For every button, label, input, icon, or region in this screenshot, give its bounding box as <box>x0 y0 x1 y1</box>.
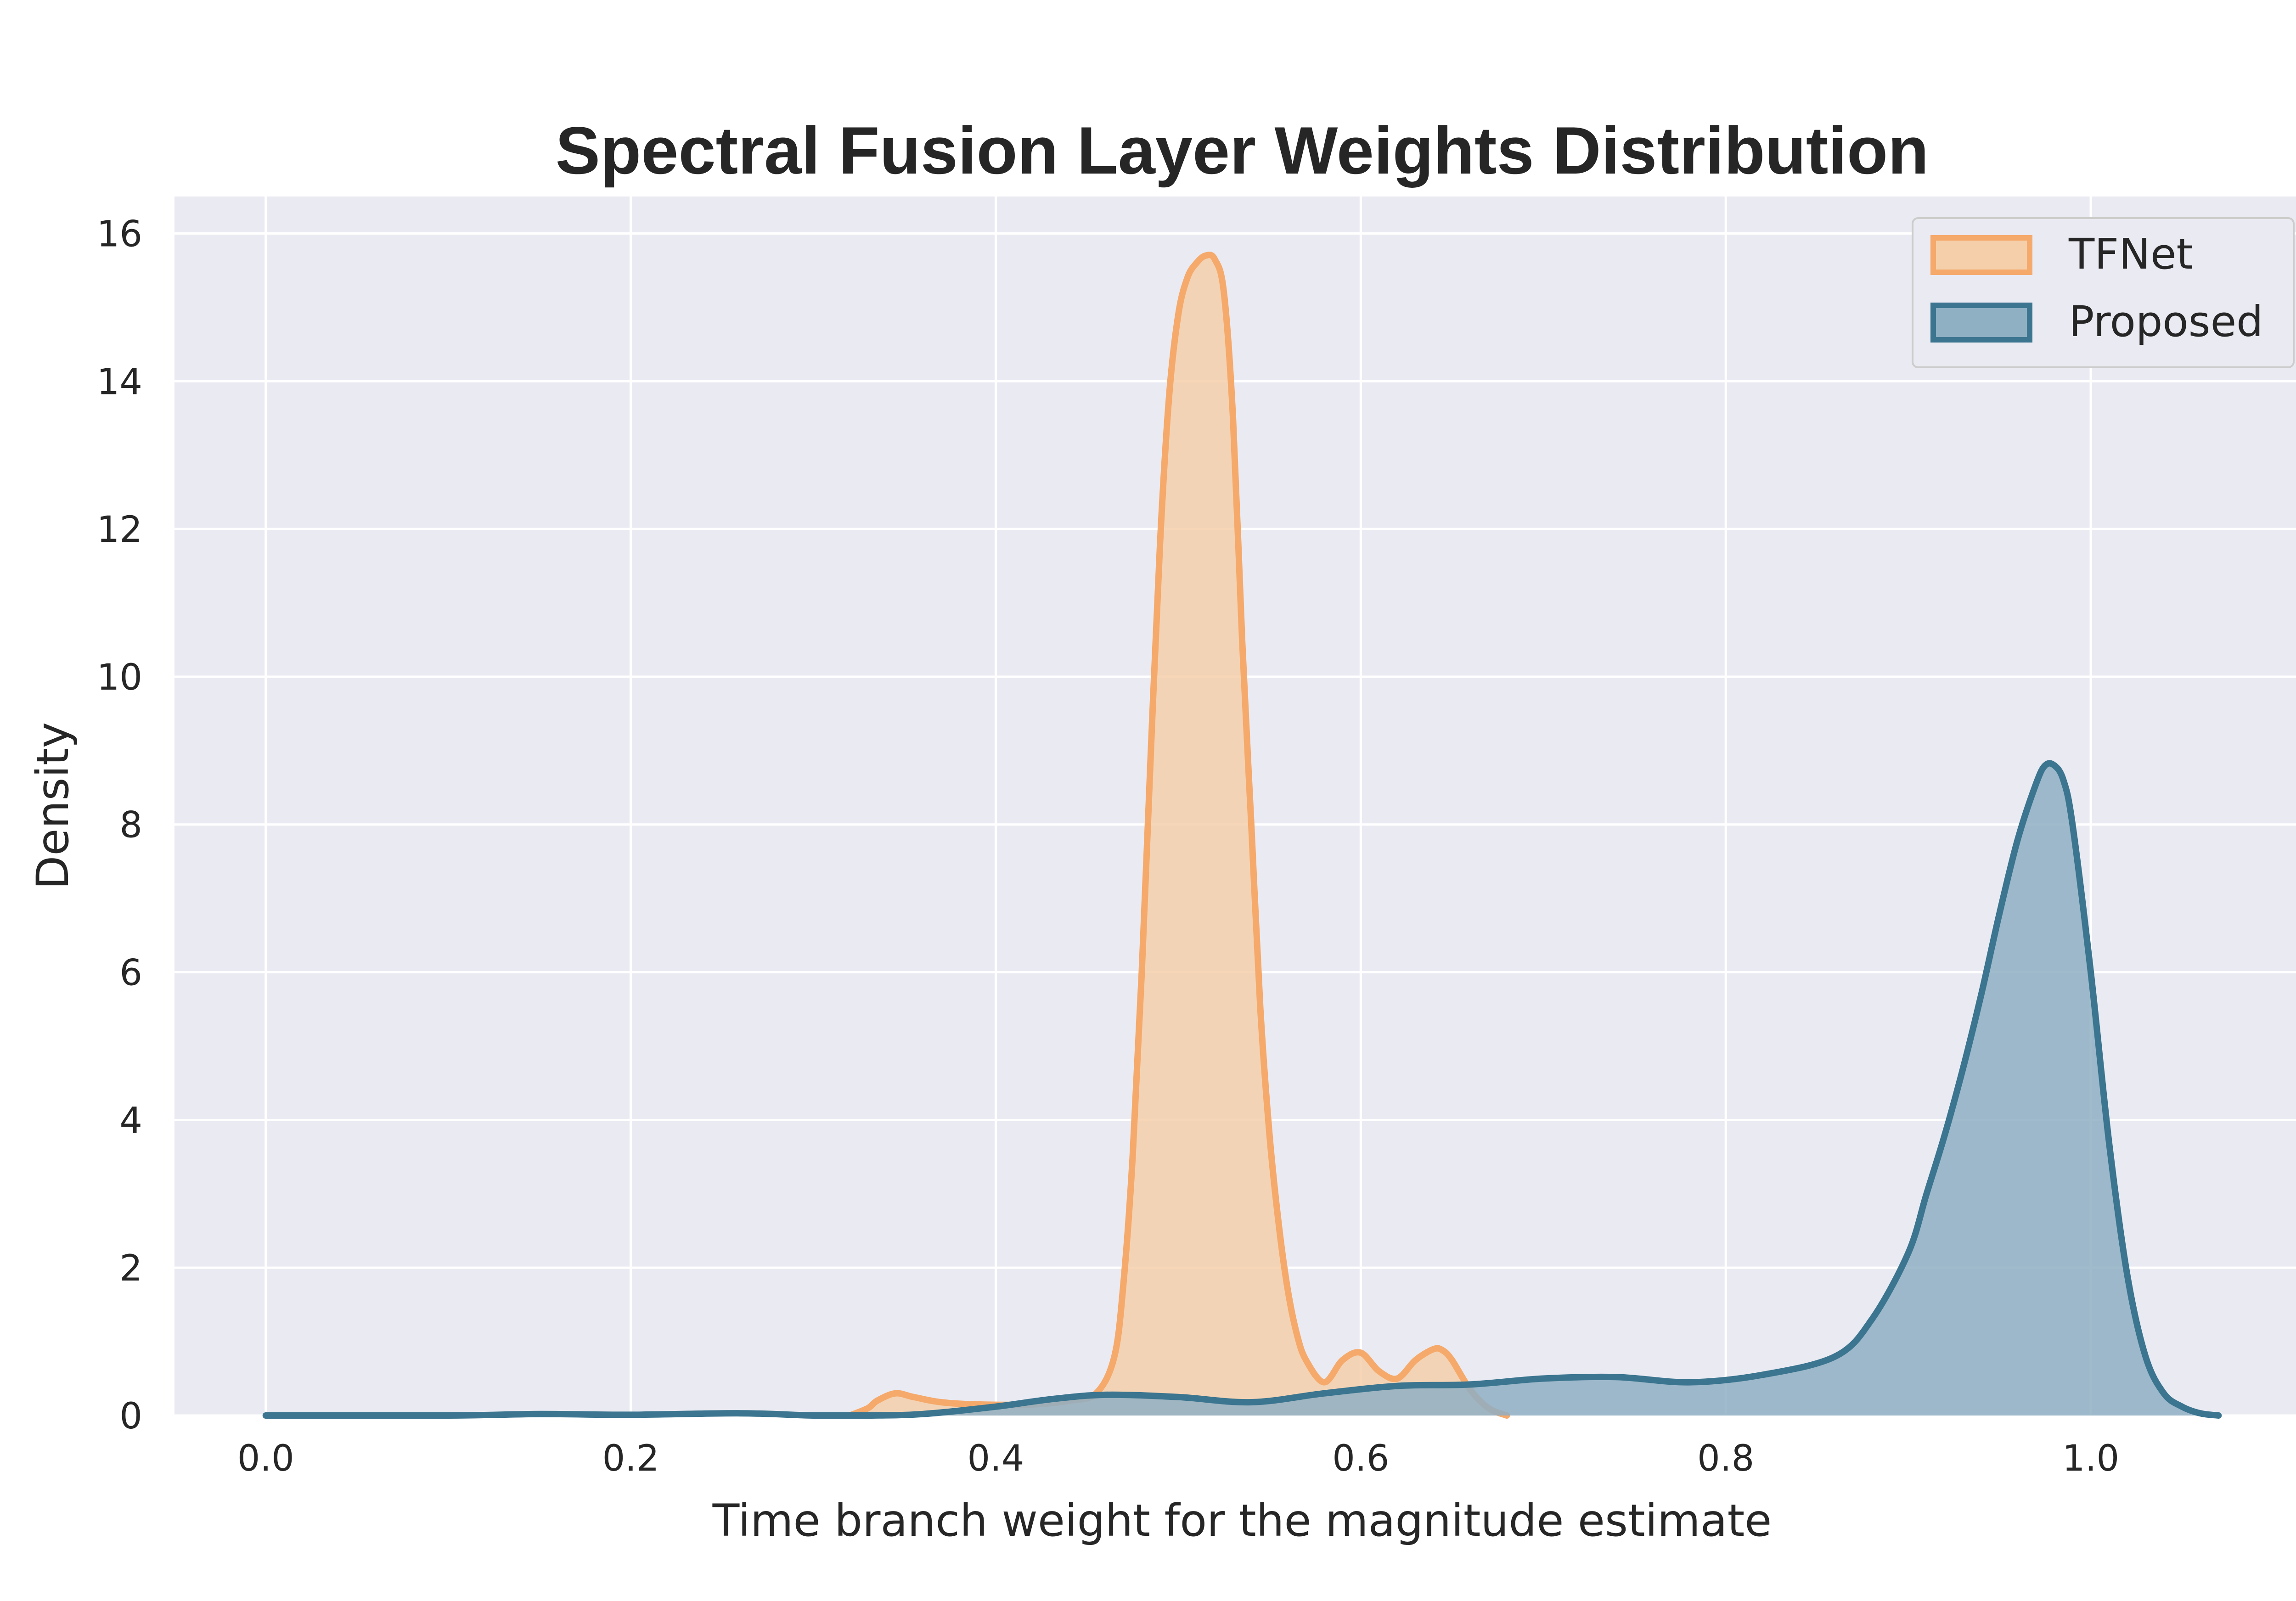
legend-swatch-proposed <box>1930 303 2032 343</box>
x-axis-label: Time branch weight for the magnitude est… <box>712 1495 1772 1546</box>
x-tick-label: 1.0 <box>2062 1438 2119 1479</box>
legend-label-tfnet: TFNet <box>2068 230 2193 279</box>
series-layer <box>262 252 2222 1419</box>
x-tick-label: 0.8 <box>1697 1438 1754 1479</box>
y-tick-label: 4 <box>119 1100 142 1141</box>
series-line-proposed <box>262 760 2222 1419</box>
tick-labels: 0.0 0.2 0.4 0.6 0.8 1.0 0 2 4 6 8 10 12 14 16 <box>97 213 2119 1479</box>
legend-label-proposed: Proposed <box>2069 297 2263 346</box>
y-tick-label: 10 <box>97 657 142 698</box>
y-tick-label: 14 <box>97 361 142 403</box>
y-tick-label: 2 <box>119 1248 142 1289</box>
x-tick-label: 0.2 <box>602 1438 659 1479</box>
series-area-tfnet <box>850 255 1507 1416</box>
x-tick-label: 0.0 <box>237 1438 294 1479</box>
y-axis-label: Density <box>27 722 79 890</box>
y-tick-label: 8 <box>119 805 142 846</box>
legend: TFNet Proposed <box>1912 217 2295 368</box>
y-tick-label: 6 <box>119 953 142 994</box>
y-tick-label: 16 <box>97 213 142 255</box>
legend-swatch-tfnet <box>1930 235 2032 275</box>
x-tick-label: 0.6 <box>1332 1438 1389 1479</box>
series-line-tfnet <box>846 252 1510 1419</box>
y-tick-label: 12 <box>97 509 142 551</box>
y-tick-label: 0 <box>119 1396 142 1437</box>
x-tick-label: 0.4 <box>967 1438 1024 1479</box>
chart-title: Spectral Fusion Layer Weights Distributi… <box>556 113 1929 188</box>
